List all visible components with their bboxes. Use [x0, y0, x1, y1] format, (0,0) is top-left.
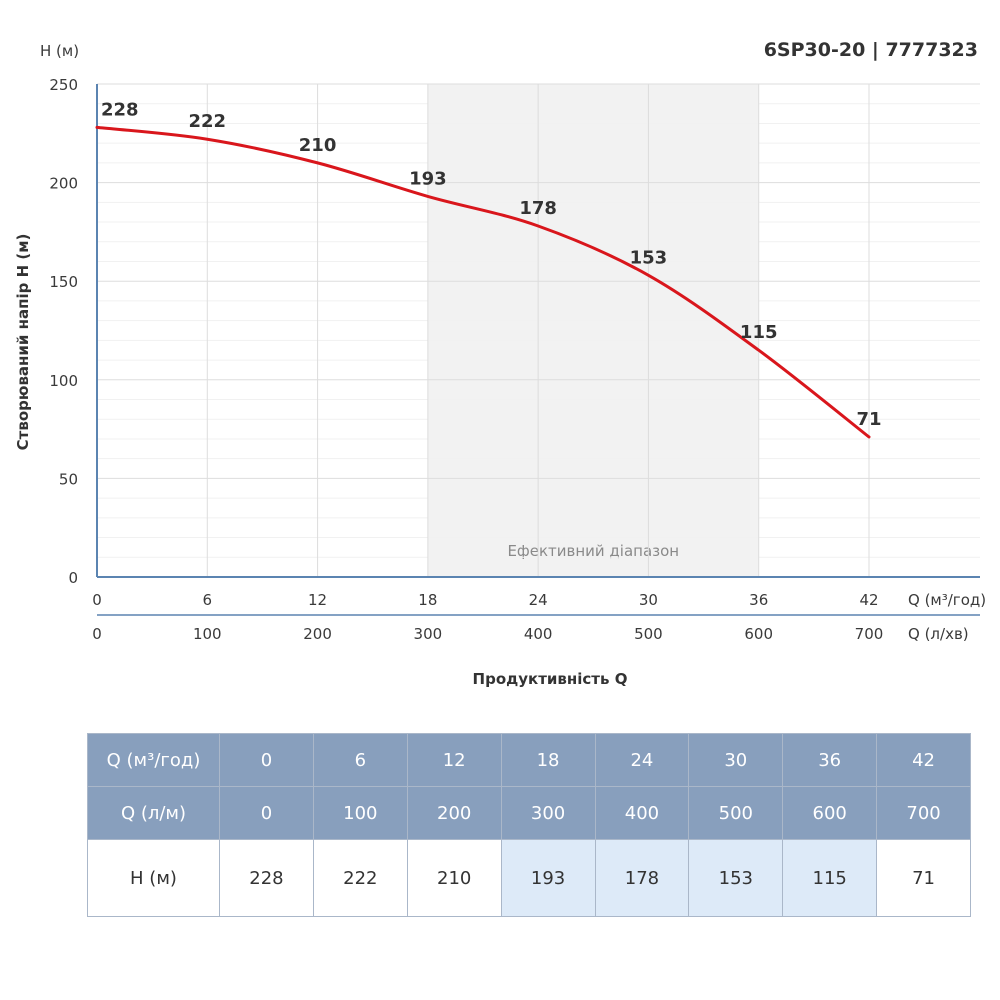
y-tick-label: 250 — [49, 76, 78, 94]
data-label: 210 — [299, 135, 337, 156]
x2-tick-label: 600 — [744, 625, 773, 643]
y-tick-label: 150 — [49, 273, 78, 291]
table-cell: 193 — [500, 839, 596, 917]
table-cell: 300 — [500, 786, 596, 840]
x-tick-label: 24 — [529, 591, 548, 609]
y-tick-label: 200 — [49, 175, 78, 193]
x-tick-label: 36 — [749, 591, 768, 609]
effective-range-label: Ефективний діапазон — [507, 542, 679, 560]
row-label-head: H (м) — [87, 839, 220, 917]
x2-tick-label: 100 — [193, 625, 222, 643]
table-cell: 71 — [876, 839, 971, 917]
data-label: 115 — [740, 322, 778, 343]
x-tick-label: 12 — [308, 591, 327, 609]
x2-tick-label: 0 — [92, 625, 102, 643]
table-cell: 200 — [406, 786, 502, 840]
table-cell: 30 — [688, 733, 784, 787]
x2-tick-label: 700 — [855, 625, 884, 643]
effective-range-band — [427, 84, 759, 577]
table-cell: 700 — [876, 786, 971, 840]
data-table: Q (м³/год) 0 6 12 18 24 30 36 42 Q (л/м)… — [87, 733, 971, 917]
x2-tick-label: 400 — [524, 625, 553, 643]
chart-title: 6SP30-20 | 7777323 — [764, 39, 978, 61]
table-row-q-m3h: Q (м³/год) 0 6 12 18 24 30 36 42 — [87, 733, 971, 787]
data-label: 193 — [409, 168, 447, 189]
y-tick-label: 50 — [59, 470, 78, 488]
table-cell: 600 — [782, 786, 878, 840]
head-curve — [95, 125, 871, 439]
table-cell: 500 — [688, 786, 784, 840]
table-row-q-lm: Q (л/м) 0 100 200 300 400 500 600 700 — [87, 786, 971, 840]
data-label: 178 — [519, 198, 557, 219]
table-cell: 100 — [312, 786, 408, 840]
y-tick-label: 100 — [49, 372, 78, 390]
x2-tick-label: 500 — [634, 625, 663, 643]
table-cell: 24 — [594, 733, 690, 787]
table-cell: 115 — [782, 839, 878, 917]
x-tick-label: 18 — [418, 591, 437, 609]
table-cell: 12 — [406, 733, 502, 787]
row-label-q-m3h: Q (м³/год) — [87, 733, 220, 787]
data-label: 228 — [101, 99, 139, 120]
y-unit-label: H (м) — [40, 42, 79, 60]
table-cell: 400 — [594, 786, 690, 840]
x-tick-label: 6 — [203, 591, 213, 609]
table-cell: 153 — [688, 839, 784, 917]
x-axis-title: Продуктивність Q — [473, 670, 628, 688]
x2-unit-label: Q (л/хв) — [908, 625, 969, 643]
head-flow-chart: Ефективний діапазон 0 50 100 150 200 250 0 6 12 1… — [14, 39, 986, 688]
table-cell: 0 — [219, 733, 314, 787]
x-tick-label: 42 — [859, 591, 878, 609]
table-cell: 42 — [876, 733, 971, 787]
table-cell: 36 — [782, 733, 878, 787]
data-label: 153 — [630, 247, 668, 268]
table-cell: 178 — [594, 839, 690, 917]
table-row-head: H (м) 228 222 210 193 178 153 115 71 — [87, 839, 971, 917]
table-cell: 18 — [500, 733, 596, 787]
data-label: 71 — [856, 409, 881, 430]
table-cell: 228 — [219, 839, 314, 917]
table-cell: 0 — [219, 786, 314, 840]
table-cell: 210 — [406, 839, 502, 917]
x-tick-label: 30 — [639, 591, 658, 609]
y-axis-title: Створюваний напір H (м) — [14, 234, 32, 451]
x2-tick-label: 300 — [414, 625, 443, 643]
table-cell: 6 — [312, 733, 408, 787]
x2-tick-label: 200 — [303, 625, 332, 643]
table-cell: 222 — [312, 839, 408, 917]
row-label-q-lm: Q (л/м) — [87, 786, 220, 840]
x-tick-label: 0 — [92, 591, 102, 609]
data-label: 222 — [188, 111, 226, 132]
y-tick-label: 0 — [68, 569, 78, 587]
x-unit-label: Q (м³/год) — [908, 591, 986, 609]
